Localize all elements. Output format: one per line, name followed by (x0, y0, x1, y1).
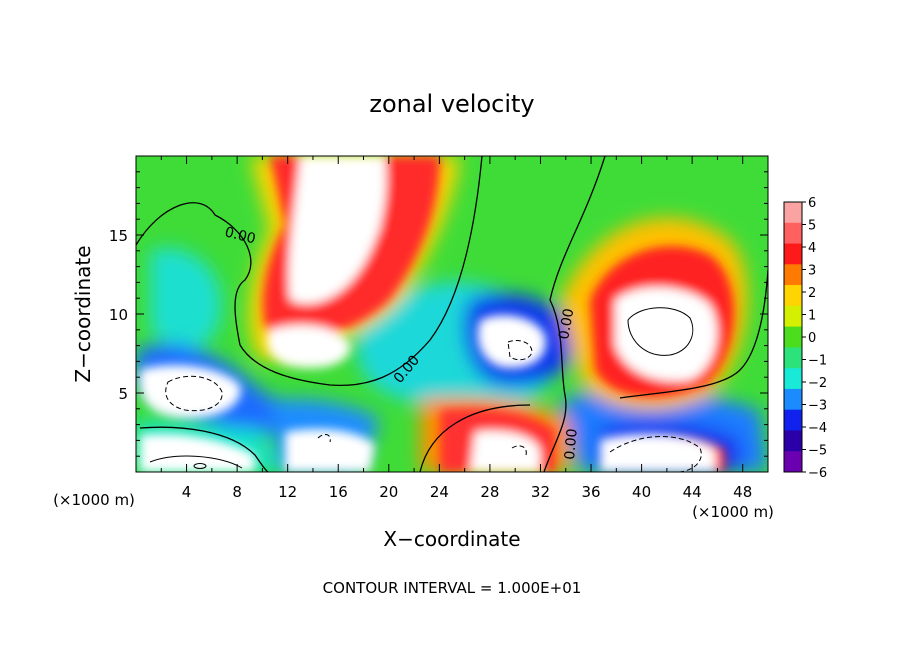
colorbar-tick-label: 4 (808, 241, 816, 256)
contour-interval-note: CONTOUR INTERVAL = 1.000E+01 (323, 579, 582, 597)
colorbar-swatch (784, 430, 802, 452)
colorbar-tick-label: −6 (808, 466, 827, 481)
colorbar-swatch (784, 368, 802, 390)
x-tick-label: 48 (733, 483, 752, 501)
x-tick-label: 36 (581, 483, 600, 501)
x-tick-label: 20 (379, 483, 398, 501)
x-tick-label: 44 (683, 483, 702, 501)
y-tick-labels: 5 10 15 (109, 227, 128, 403)
colorbar-tick-label: 6 (808, 196, 816, 211)
y-tick-label: 15 (109, 227, 128, 245)
colorbar-tick-label: −5 (808, 444, 827, 459)
colorbar-swatch (784, 451, 802, 473)
colorbar-swatch (784, 222, 802, 245)
colorbar-tick-label: 2 (808, 286, 816, 301)
colorbar-tick-label: 5 (808, 219, 816, 234)
velocity-field (136, 156, 768, 472)
chart-title: zonal velocity (369, 90, 534, 118)
x-tick-label: 32 (531, 483, 550, 501)
colorbar-tick-label: −3 (808, 399, 827, 414)
colorbar-swatch (784, 264, 802, 286)
colorbar-tick-label: −1 (808, 354, 827, 369)
x-axis-label: X−coordinate (383, 527, 520, 551)
colorbar-tick-labels: 6 5 4 3 2 1 0 −1 −2 −3 −4 −5 −6 (808, 196, 827, 481)
colorbar-tick-label: −2 (808, 376, 827, 391)
colorbar (783, 201, 806, 473)
x-origin-unit: (×1000 m) (53, 491, 135, 509)
colorbar-swatch (784, 409, 802, 431)
colorbar-swatch (784, 326, 802, 348)
colorbar-tick-label: 1 (808, 309, 816, 324)
x-tick-label: 24 (430, 483, 449, 501)
x-tick-label: 4 (182, 483, 192, 501)
contour-label: 0.00 (223, 224, 257, 247)
colorbar-swatch (784, 347, 802, 369)
x-tick-labels: 4 8 12 16 20 24 28 32 36 40 44 48 (182, 483, 752, 501)
colorbar-swatch (784, 285, 802, 307)
x-tick-label: 28 (480, 483, 499, 501)
x-tick-label: 12 (278, 483, 297, 501)
y-tick-label: 5 (118, 385, 128, 403)
colorbar-swatch (784, 202, 802, 224)
colorbar-tick-label: −4 (808, 421, 827, 436)
y-axis-label: Z−coordinate (71, 245, 95, 382)
x-tick-label: 40 (632, 483, 651, 501)
contour-label: 0.00 (562, 428, 581, 460)
x-tick-label: 16 (329, 483, 348, 501)
colorbar-swatch (784, 243, 802, 265)
colorbar-swatch (784, 305, 802, 328)
x-tick-label: 8 (232, 483, 242, 501)
y-tick-label: 10 (109, 306, 128, 324)
colorbar-tick-label: 3 (808, 264, 816, 279)
colorbar-swatch (784, 388, 802, 411)
contour-label: 0.00 (556, 307, 577, 340)
colorbar-tick-label: 0 (808, 331, 816, 346)
axis-ticks (136, 156, 768, 472)
x-unit: (×1000 m) (692, 503, 774, 521)
